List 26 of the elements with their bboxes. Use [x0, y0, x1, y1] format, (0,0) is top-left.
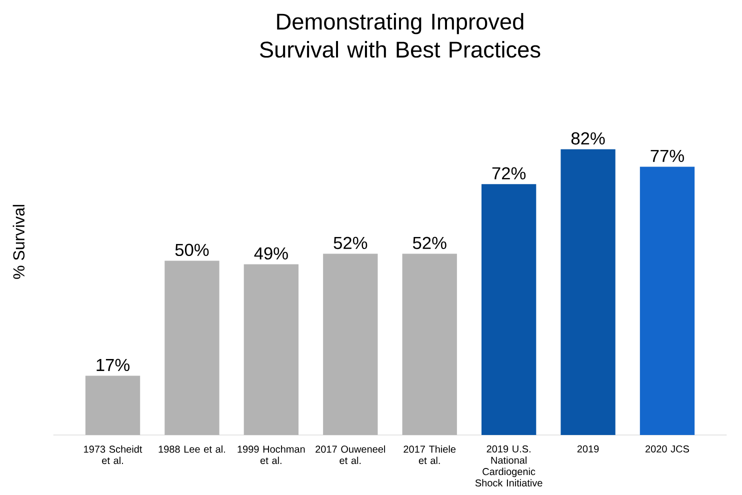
data-label: 52%	[412, 236, 446, 250]
data-label: 82%	[571, 132, 605, 145]
x-tick-label: 1973 Scheidt et al.	[84, 445, 142, 464]
bar	[164, 260, 220, 435]
data-label: 72%	[492, 167, 526, 180]
data-label: 77%	[650, 150, 684, 162]
bar	[323, 254, 378, 435]
bar	[244, 264, 299, 435]
bar	[560, 149, 616, 435]
x-tick-label: 2019 U.S. National Cardiogenic Shock Initiative	[475, 445, 542, 486]
x-tick-label: 2017 Ouweneel et al.	[316, 445, 386, 464]
x-tick-label: 1999 Hochman et al.	[238, 445, 305, 464]
x-tick-label: 2017 Thiele et al.	[404, 445, 456, 464]
bar	[640, 166, 695, 435]
x-tick-label: 2019	[577, 445, 599, 452]
data-label: 17%	[96, 358, 130, 372]
data-label: 52%	[334, 236, 368, 250]
y-axis-title: % Survival	[12, 204, 25, 279]
bar	[402, 254, 457, 435]
x-tick-label: 1988 Lee et al.	[158, 445, 225, 453]
bar	[85, 376, 140, 435]
bar	[481, 184, 536, 435]
data-label: 50%	[175, 244, 209, 256]
chart-title: Demonstrating Improved Survival with Best Practices	[260, 13, 540, 58]
data-label: 49%	[254, 247, 288, 260]
x-tick-label: 2020 JCS	[646, 445, 690, 452]
